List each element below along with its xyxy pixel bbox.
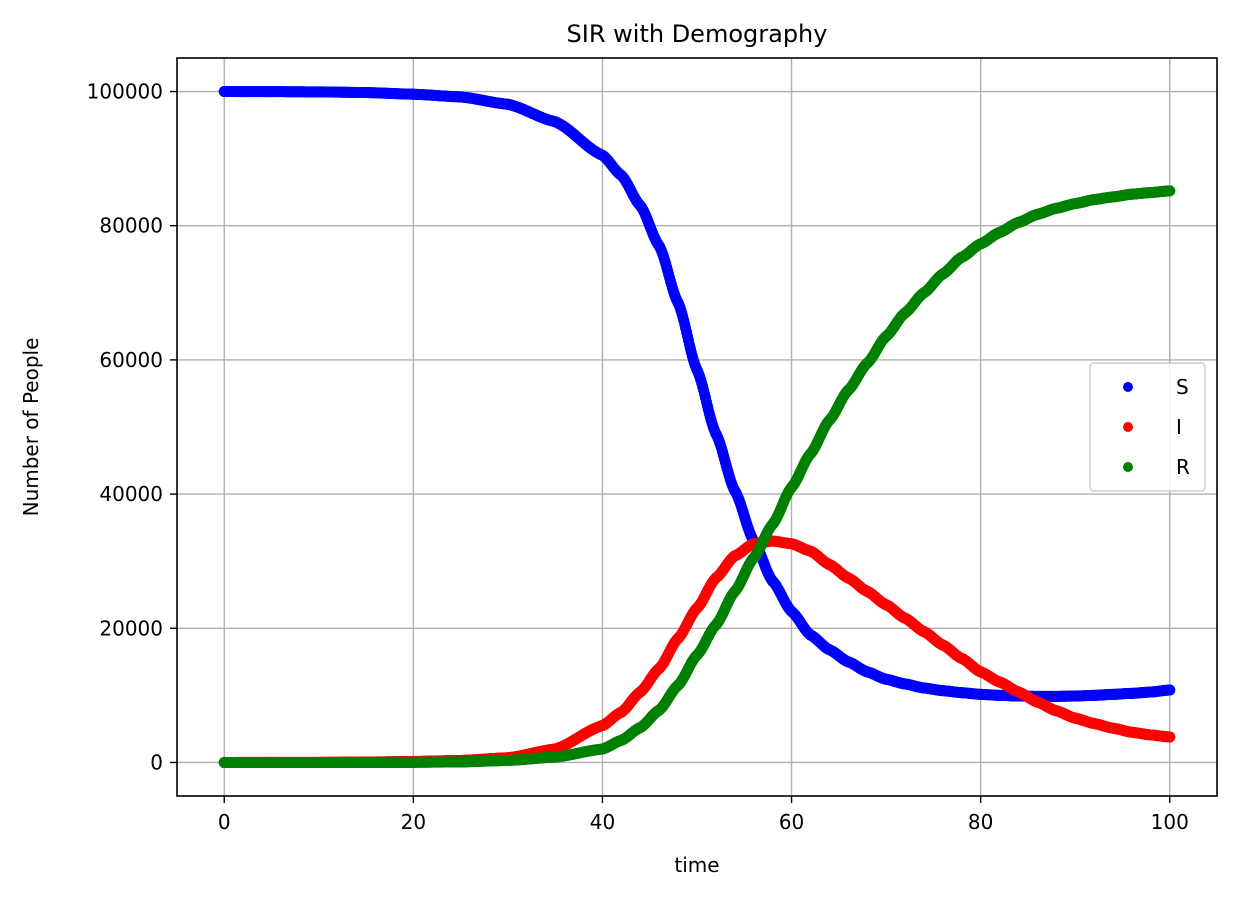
marker-R: [1164, 185, 1176, 197]
y-tick-label-0: 0: [150, 750, 163, 774]
series-R: [218, 185, 1176, 768]
series-S: [218, 86, 1176, 702]
grid-layer: [177, 58, 1217, 796]
series-S-dense-markers: [218, 86, 1176, 702]
y-tick-label-5: 100000: [87, 80, 163, 104]
series-layer: [218, 86, 1176, 768]
legend: SIR: [1089, 362, 1206, 492]
x-tick-label-5: 100: [1151, 810, 1189, 834]
legend-label-R: R: [1176, 455, 1190, 479]
tick-layer: 0 20 40 60 80 100 0 20000 40000 60000 80000 100000: [87, 80, 1189, 834]
y-axis-label: Number of People: [19, 338, 43, 517]
chart-title: SIR with Demography: [567, 20, 828, 48]
axes-frame: [176, 57, 1218, 797]
legend-label-I: I: [1176, 415, 1182, 439]
series-R-dense-markers: [218, 185, 1176, 768]
y-tick-label-1: 20000: [99, 616, 163, 640]
legend-box: [1089, 362, 1206, 492]
x-tick-label-3: 60: [779, 810, 804, 834]
legend-marker-I: [1123, 422, 1133, 432]
legend-marker-S: [1123, 382, 1133, 392]
marker-I: [1164, 731, 1176, 743]
x-tick-label-1: 20: [401, 810, 426, 834]
x-tick-label-2: 40: [590, 810, 615, 834]
x-tick-label-4: 80: [968, 810, 993, 834]
y-tick-label-4: 80000: [99, 214, 163, 238]
y-tick-label-3: 60000: [99, 348, 163, 372]
marker-S: [1164, 684, 1176, 696]
x-tick-label-0: 0: [218, 810, 231, 834]
legend-marker-R: [1123, 462, 1133, 472]
x-axis-label: time: [674, 853, 719, 877]
legend-label-S: S: [1176, 375, 1189, 399]
y-tick-label-2: 40000: [99, 482, 163, 506]
